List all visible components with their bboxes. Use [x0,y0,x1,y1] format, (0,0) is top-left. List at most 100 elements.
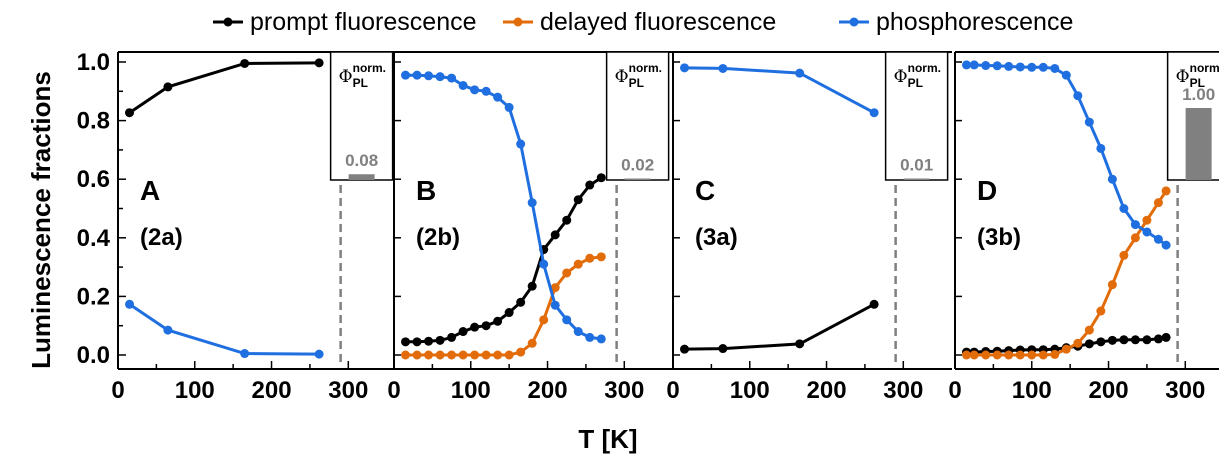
inset-phi-label: Φ [339,67,353,87]
series-phos [125,299,324,359]
data-point-phos [573,327,583,337]
inset-phi-subscript: PL [353,76,368,90]
data-point-prompt [1153,334,1163,344]
data-point-delayed [1119,250,1129,260]
data-point-delayed [1004,350,1014,360]
data-point-delayed [1084,325,1094,335]
series-phos [680,63,879,118]
data-point-prompt [550,230,560,240]
data-point-delayed [412,350,422,360]
series-delayed [962,186,1171,360]
inset-phi-superscript: norm. [353,61,386,75]
x-tick-label: 200 [528,377,568,404]
data-point-delayed [504,350,514,360]
data-point-phos [1142,227,1152,237]
data-point-delayed [562,268,572,278]
data-point-phos [493,92,503,102]
legend-item: phosphorescence [839,8,1073,36]
data-point-prompt [458,327,468,337]
panel-sublabel: (3a) [695,224,738,251]
x-tick-label: 300 [883,377,923,404]
inset-box [605,51,670,181]
inset-phi-subscript: PL [1190,76,1205,90]
data-point-delayed [435,350,445,360]
data-point-delayed [539,315,549,325]
data-point-delayed [573,259,583,269]
panel-letter: D [977,175,997,206]
panel-c: 0 100 200 300 Φ norm.PL 0.01 C (3a) [666,51,952,404]
data-point-delayed [481,350,491,360]
data-point-phos [125,299,135,309]
data-point-phos [1130,220,1140,230]
data-point-prompt [240,58,250,68]
x-tick-label: 100 [175,377,215,404]
data-point-delayed [585,253,595,263]
data-point-delayed [1096,306,1106,316]
data-point-phos [470,85,480,95]
x-tick-label: 0 [666,377,679,404]
inset-phi-superscript: norm [1190,61,1219,75]
x-tick-label: 0 [948,377,961,404]
data-point-prompt [869,299,879,309]
data-point-phos [527,198,537,208]
data-point-delayed [1142,215,1152,225]
series-delayed [401,252,606,360]
inset-value-label: 0.01 [900,156,933,175]
data-point-phos [447,73,457,83]
data-point-phos [458,80,468,90]
data-point-phos [1153,234,1163,244]
data-point-prompt [125,108,135,118]
data-point-delayed [1038,350,1048,360]
data-point-prompt [1107,335,1117,345]
data-point-prompt [680,344,690,354]
data-point-prompt [562,215,572,225]
inset-bar [348,174,375,180]
x-tick-label: 100 [1012,377,1052,404]
data-point-delayed [1050,349,1060,359]
data-point-prompt [1096,337,1106,347]
data-point-phos [1073,91,1083,101]
data-point-phos [718,63,728,73]
data-point-phos [596,334,606,344]
x-tick-label: 300 [328,377,368,404]
legend: prompt fluorescence delayed fluorescence p… [213,8,1073,36]
series-phos [401,70,606,344]
data-point-phos [1027,62,1037,72]
data-point-prompt [795,339,805,349]
inset-value-label: 1.00 [1182,85,1215,104]
data-point-phos [981,61,991,71]
legend-item: prompt fluorescence [213,8,477,36]
data-point-phos [539,259,549,269]
inset-phi-superscript: norm. [629,61,662,75]
data-point-phos [992,61,1002,71]
inset-bar [624,178,651,180]
series-phos [962,60,1171,250]
data-point-phos [1061,70,1071,80]
data-point-phos [795,68,805,78]
data-point-phos [504,102,514,112]
data-point-phos [550,300,560,310]
data-point-prompt [447,332,457,342]
inset-phi-label: Φ [894,67,908,87]
data-point-prompt [1161,332,1171,342]
data-point-delayed [470,350,480,360]
y-tick-label: 1.0 [77,49,110,76]
data-point-phos [969,60,979,70]
series-line-phos [966,63,1168,247]
x-tick-label: 100 [730,377,770,404]
data-point-delayed [992,350,1002,360]
legend-marker [513,17,523,27]
data-point-phos [481,86,491,96]
data-point-prompt [585,180,595,190]
data-point-delayed [516,347,526,357]
data-point-phos [1050,63,1060,73]
data-point-phos [1084,117,1094,127]
series-prompt [680,299,879,354]
data-point-delayed [596,252,606,262]
x-axis-title: T [K] [578,424,637,454]
inset-value-label: 0.08 [345,151,378,170]
panel-sublabel: (2b) [416,224,460,251]
data-point-delayed [969,350,979,360]
data-point-phos [1119,204,1129,213]
data-point-phos [1096,143,1106,153]
